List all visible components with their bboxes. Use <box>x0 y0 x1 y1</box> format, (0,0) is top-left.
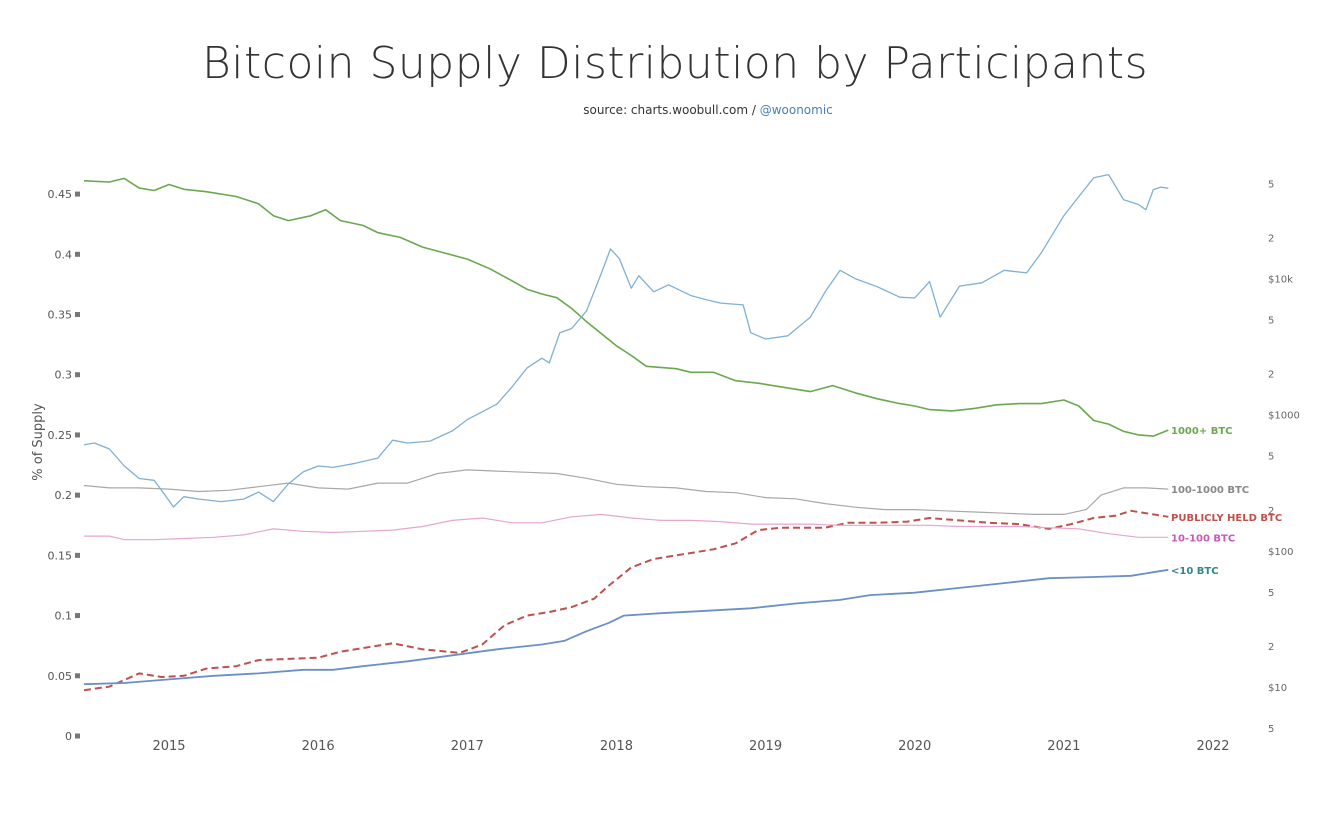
x-tick-label: 2022 <box>1196 739 1229 754</box>
y-tick-label: 0.1 <box>55 610 73 623</box>
right-axis-ticks: 5 $10 2 5 $100 2 5 $1000 2 5 $10k 2 5 <box>1268 179 1300 735</box>
y2-tick-label: $1000 <box>1268 411 1300 422</box>
left-axis-ticks: 0 0.05 0.1 0.15 0.2 0.25 0.3 0.35 0.4 0.45 <box>48 188 80 743</box>
chart-source: source: charts.woobull.com / @woonomic <box>0 103 1320 117</box>
series-line-publicly-held-btc <box>83 509 1169 692</box>
chart-title: Bitcoin Supply Distribution by Participa… <box>201 38 1148 89</box>
y2-tick-label: $100 <box>1268 547 1293 558</box>
y-tick-label: 0.15 <box>48 549 73 562</box>
x-tick-label: 2015 <box>152 739 185 754</box>
series-labels: 1000+ BTC 100-1000 BTC PUBLICLY HELD BTC 10… <box>1171 426 1282 577</box>
y-tick-label: 0 <box>65 730 72 743</box>
x-tick-label: 2016 <box>302 739 335 754</box>
y2-tick-label: 5 <box>1268 316 1274 327</box>
x-axis-ticks: 2015 2016 2017 2018 2019 2020 2021 2022 <box>152 739 1229 754</box>
y-tick-mark <box>75 191 80 197</box>
y-tick-mark <box>75 432 80 438</box>
series-label-publicly-held-btc: PUBLICLY HELD BTC <box>1171 513 1282 524</box>
y-tick-mark <box>75 492 80 498</box>
y-tick-mark <box>75 312 80 318</box>
series-line-1000-btc <box>83 177 1169 437</box>
y2-tick-label: 2 <box>1268 234 1274 245</box>
y-tick-mark <box>75 613 80 619</box>
y-tick-mark <box>75 372 80 378</box>
y-tick-label: 0.4 <box>55 248 73 261</box>
y2-tick-label: 5 <box>1268 179 1274 190</box>
source-handle[interactable]: @woonomic <box>759 103 833 117</box>
series-line-btc-price <box>83 173 1169 508</box>
y2-tick-label: 2 <box>1268 642 1274 653</box>
y-tick-label: 0.2 <box>55 489 73 502</box>
series-line-10-100-btc <box>84 513 1169 541</box>
y2-tick-label: $10 <box>1268 683 1287 694</box>
series-lines <box>83 173 1169 692</box>
y-tick-mark <box>75 673 80 679</box>
y2-tick-label: 2 <box>1268 370 1274 381</box>
x-tick-label: 2021 <box>1047 739 1080 754</box>
source-prefix: source: charts.woobull.com / <box>583 103 760 117</box>
y-tick-mark <box>75 733 80 739</box>
x-tick-label: 2020 <box>898 739 931 754</box>
series-line-100-1000-btc <box>83 469 1169 515</box>
series-label-100-1000-btc: 100-1000 BTC <box>1171 485 1249 496</box>
y-tick-mark <box>75 552 80 558</box>
y2-tick-label: 5 <box>1268 588 1274 599</box>
y-tick-label: 0.45 <box>48 188 73 201</box>
series-line-10-btc <box>83 568 1169 686</box>
series-label-10-btc: <10 BTC <box>1171 566 1219 577</box>
y-tick-label: 0.05 <box>48 670 73 683</box>
y-tick-label: 0.25 <box>48 429 73 442</box>
y-tick-label: 0.3 <box>55 369 73 382</box>
x-tick-label: 2018 <box>600 739 633 754</box>
series-label-1000-btc: 1000+ BTC <box>1171 426 1232 437</box>
y2-tick-label: $10k <box>1268 275 1293 286</box>
x-tick-label: 2019 <box>749 739 782 754</box>
y2-tick-label: 5 <box>1268 724 1274 735</box>
y-tick-label: 0.35 <box>48 309 73 322</box>
x-tick-label: 2017 <box>451 739 484 754</box>
y2-tick-label: 5 <box>1268 452 1274 463</box>
series-label-10-100-btc: 10-100 BTC <box>1171 533 1235 544</box>
y-axis-label: % of Supply <box>31 403 46 481</box>
y2-tick-label: 2 <box>1268 506 1274 517</box>
y-tick-mark <box>75 251 80 257</box>
